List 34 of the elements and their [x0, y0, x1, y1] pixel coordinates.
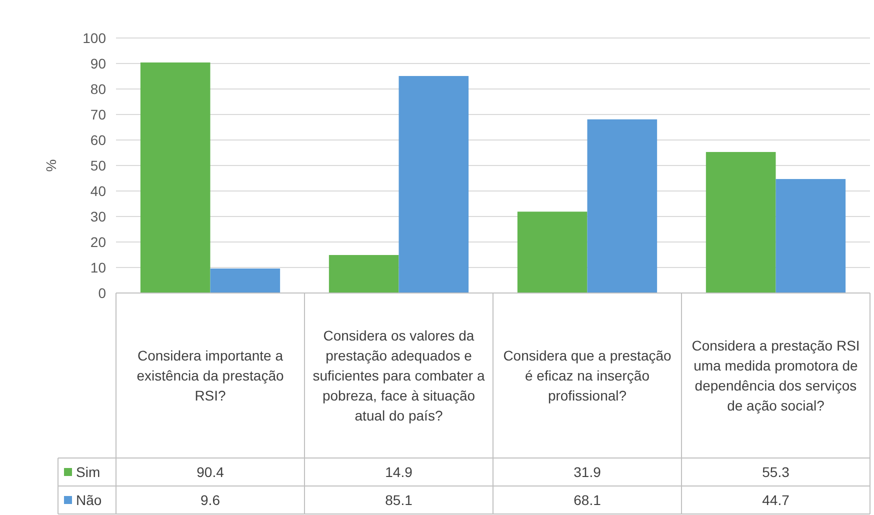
- data-label: 85.1: [385, 492, 413, 508]
- data-label: 90.4: [196, 464, 224, 480]
- y-tick-label: 60: [90, 132, 106, 148]
- y-tick-label: 50: [90, 157, 106, 174]
- data-label: 44.7: [762, 492, 790, 508]
- y-axis-title: %: [43, 159, 59, 172]
- data-label: 14.9: [385, 464, 413, 480]
- y-tick-label: 100: [82, 30, 106, 46]
- data-label: 55.3: [762, 464, 790, 480]
- data-label: 9.6: [200, 492, 220, 508]
- data-label: 31.9: [574, 464, 602, 480]
- legend-label: Não: [76, 492, 102, 508]
- bar: [398, 76, 469, 293]
- y-tick-label: 20: [90, 234, 106, 250]
- bar: [210, 268, 280, 293]
- bar: [706, 152, 776, 293]
- x-tick-label: Considera importante a existência da prestação RSI?: [136, 347, 284, 404]
- y-tick-label: 70: [90, 106, 106, 122]
- bar: [517, 212, 588, 293]
- bar: [328, 255, 399, 293]
- bar: [140, 62, 210, 293]
- data-label: 68.1: [574, 492, 602, 508]
- bar: [587, 119, 658, 293]
- y-tick-label: 10: [90, 259, 106, 276]
- x-tick-label: Considera a prestação RSI uma medida promotora de dependência dos serviços de ação social?: [692, 337, 860, 414]
- y-tick-label: 30: [90, 208, 106, 224]
- y-tick-label: 40: [90, 182, 106, 199]
- x-tick-label: Considera que a prestação é eficaz na inserção profissional?: [503, 347, 672, 404]
- x-tick-label: Considera os valores da prestação adequados e suficientes para combater a pobreza, face à situação atual do país?: [312, 327, 485, 424]
- y-tick-label: 80: [90, 80, 106, 97]
- bar: [776, 179, 846, 293]
- y-tick-label: 0: [98, 284, 106, 301]
- y-tick-label: 90: [90, 55, 106, 72]
- legend-label: Sim: [76, 464, 100, 480]
